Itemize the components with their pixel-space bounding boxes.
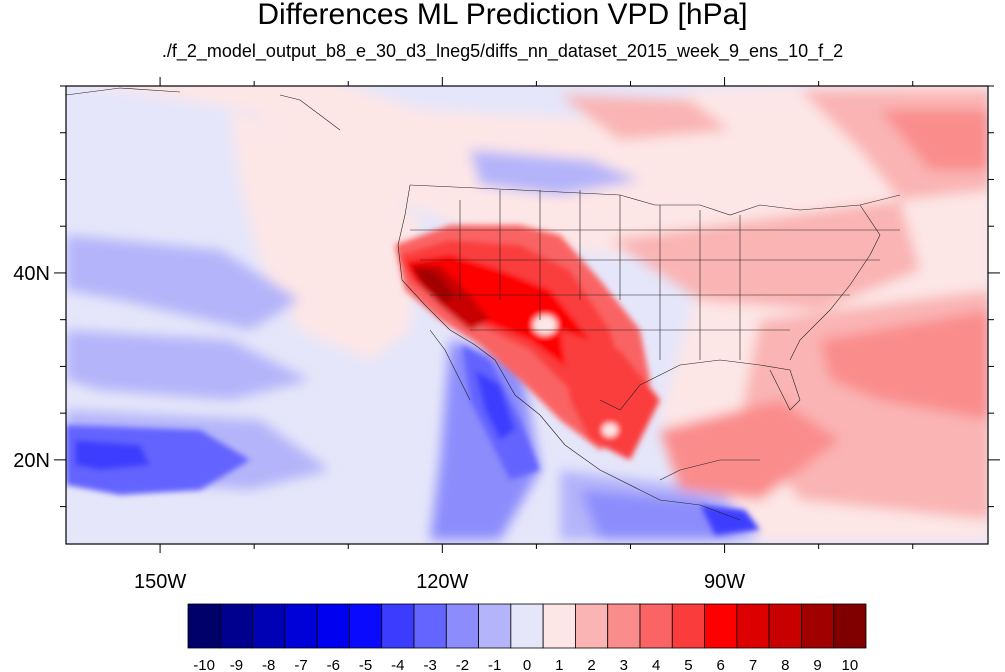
colorbar-label: 0 — [523, 657, 531, 672]
colorbar-label: 2 — [587, 657, 595, 672]
colorbar-swatch — [478, 603, 512, 649]
colorbar-label: 9 — [813, 657, 821, 672]
y-tick-label: 40N — [13, 263, 50, 285]
colorbar-swatch — [542, 603, 576, 649]
colorbar-swatch — [349, 603, 383, 649]
colorbar-label: 1 — [555, 657, 563, 672]
colorbar-swatch — [252, 603, 286, 649]
coastlines — [66, 87, 901, 521]
colorbar-swatch — [736, 603, 770, 649]
colorbar-label: 8 — [781, 657, 789, 672]
colorbar-swatch — [219, 603, 253, 649]
colorbar-swatch — [575, 603, 609, 649]
colorbar-swatch — [187, 603, 221, 649]
colorbar-label: 7 — [749, 657, 757, 672]
chart-title: Differences ML Prediction VPD [hPa] — [257, 0, 748, 31]
colorbar-label: 10 — [842, 657, 859, 672]
x-tick-label: 120W — [416, 571, 468, 593]
axes: 150W 120W 90W 20N 40N — [13, 77, 1000, 593]
colorbar-swatch — [316, 603, 350, 649]
colorbar-label: -9 — [230, 657, 243, 672]
colorbar-swatch — [607, 603, 641, 649]
colorbar: -10 -9 -8 -7 -6 -5 -4 -3 -2 -1 0 1 2 3 4 5 6 7 8 9 10 — [187, 603, 867, 672]
y-tick-label: 20N — [13, 450, 50, 472]
colorbar-label: -7 — [294, 657, 307, 672]
colorbar-label: -3 — [423, 657, 436, 672]
colorbar-swatch — [768, 603, 802, 649]
colorbar-swatch — [704, 603, 738, 649]
colorbar-swatch — [639, 603, 673, 649]
colorbar-label: 6 — [717, 657, 725, 672]
x-tick-label: 90W — [704, 571, 745, 593]
plot-frame — [65, 85, 989, 545]
colorbar-swatch — [833, 603, 867, 649]
colorbar-swatch — [801, 603, 835, 649]
colorbar-label: -4 — [391, 657, 404, 672]
colorbar-swatch — [381, 603, 415, 649]
x-tick-label: 150W — [134, 571, 186, 593]
colorbar-swatch — [284, 603, 318, 649]
colorbar-swatch — [445, 603, 479, 649]
colorbar-label: -5 — [359, 657, 372, 672]
colorbar-label: 5 — [684, 657, 692, 672]
colorbar-label: -6 — [327, 657, 340, 672]
colorbar-swatch — [671, 603, 705, 649]
contour-field — [66, 86, 988, 544]
colorbar-label: 4 — [652, 657, 660, 672]
colorbar-swatch — [413, 603, 447, 649]
chart-subtitle: ./f_2_model_output_b8_e_30_d3_lneg5/diff… — [161, 41, 844, 61]
colorbar-label: -2 — [456, 657, 469, 672]
colorbar-label: 3 — [620, 657, 628, 672]
colorbar-label: -8 — [262, 657, 275, 672]
colorbar-label: -1 — [488, 657, 501, 672]
colorbar-swatch — [510, 603, 544, 649]
colorbar-label: -10 — [193, 657, 215, 672]
